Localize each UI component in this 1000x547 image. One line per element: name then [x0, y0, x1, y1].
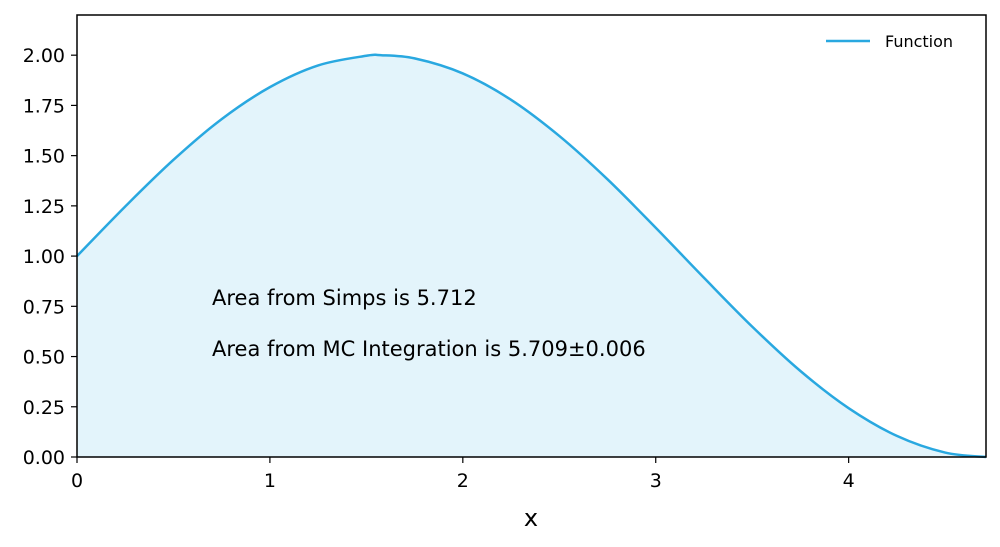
x-axis: 0 1 2 3 4 [71, 457, 855, 492]
plot-frame [76, 14, 987, 458]
y-tick-label: 1.50 [23, 146, 65, 168]
y-tick-label: 2.00 [23, 45, 65, 67]
y-tick-label: 1.25 [23, 196, 65, 218]
annotation-simps: Area from Simps is 5.712 [212, 286, 477, 310]
y-tick-label: 0.75 [23, 296, 65, 318]
y-tick-label: 1.75 [23, 95, 65, 117]
x-tick-label: 2 [457, 470, 469, 492]
y-axis: 0.00 0.25 0.50 0.75 1.00 1.25 1.50 1.75 2.00 [23, 45, 77, 469]
y-tick-label: 0.50 [23, 347, 65, 369]
x-tick-label: 4 [843, 470, 855, 492]
y-tick-label: 0.25 [23, 397, 65, 419]
legend-label-function: Function [885, 32, 953, 51]
area-under-curve [77, 54, 986, 458]
series-line-function [76, 53, 987, 459]
x-tick-label: 3 [650, 470, 662, 492]
annotation-mc: Area from MC Integration is 5.709±0.006 [212, 337, 646, 361]
legend: Function [826, 32, 953, 51]
x-axis-title: x [524, 504, 538, 532]
y-tick-label: 1.00 [23, 246, 65, 268]
x-tick-label: 0 [71, 470, 83, 492]
y-tick-label: 0.00 [23, 447, 65, 469]
x-tick-label: 1 [264, 470, 276, 492]
